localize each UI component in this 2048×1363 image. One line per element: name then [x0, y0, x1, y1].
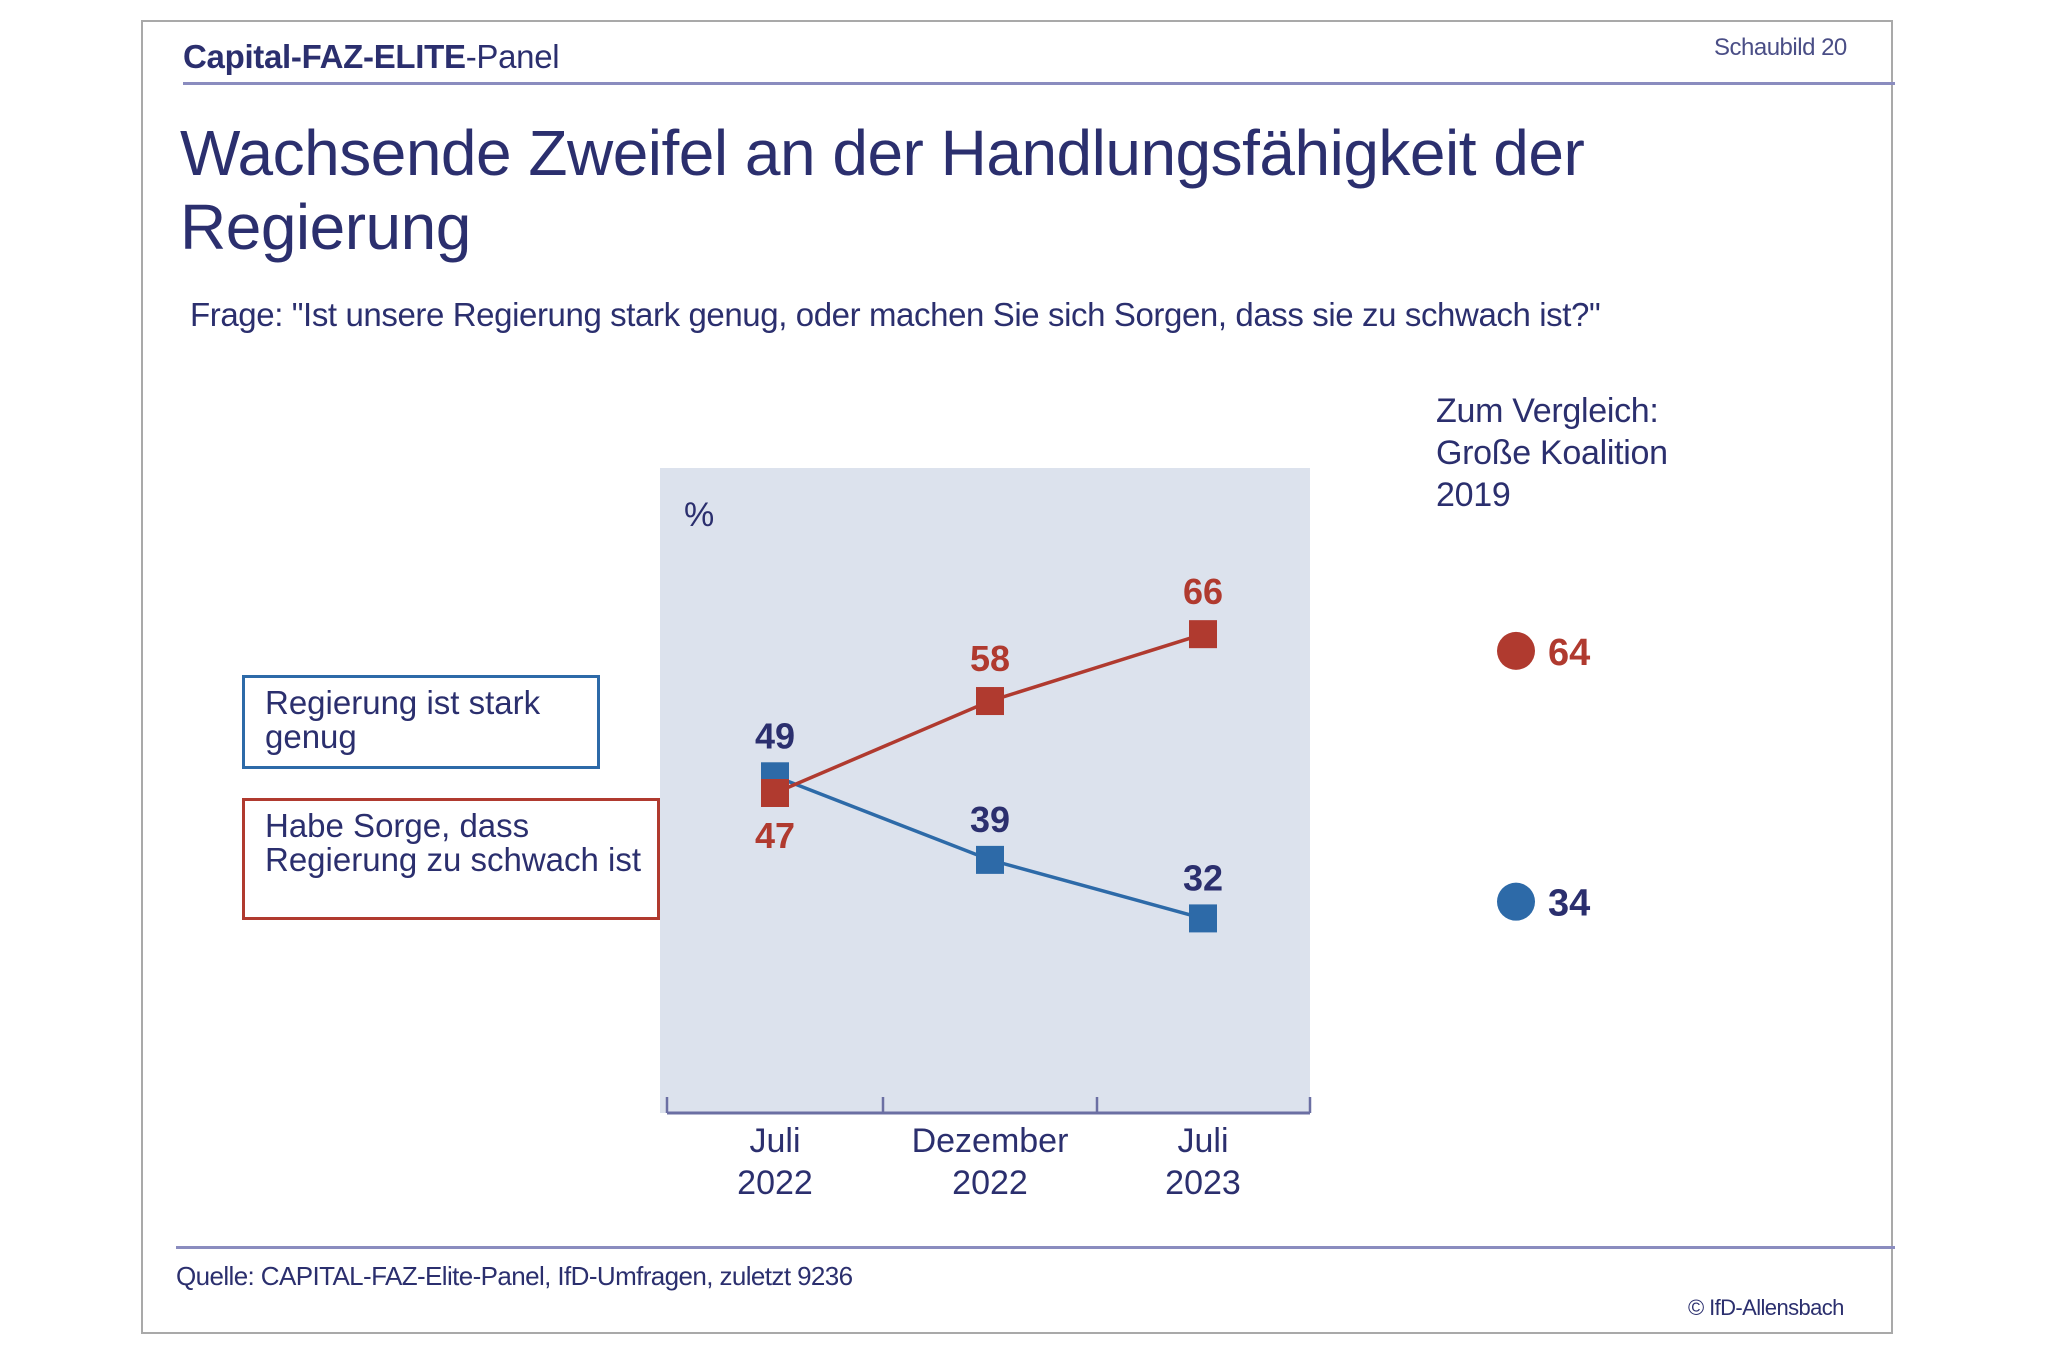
comparison-label-strong: 34: [1548, 883, 1590, 925]
brand-label: Capital-FAZ-ELITE-Panel: [183, 38, 560, 76]
data-point-weak: [976, 687, 1004, 716]
x-tick-label: Dezember: [912, 1122, 1069, 1160]
comparison-dot-strong: [1497, 882, 1535, 921]
data-label-weak: 66: [1183, 571, 1223, 612]
data-point-strong: [976, 845, 1004, 874]
data-label-weak: 58: [970, 638, 1010, 679]
comparison-dot-weak: [1497, 631, 1535, 670]
y-axis-unit-label: %: [684, 496, 714, 534]
x-tick-label: 2023: [1165, 1164, 1241, 1202]
comparison-title-line: 2019: [1436, 476, 1511, 514]
brand-light: -Panel: [465, 38, 560, 75]
legend-weak: Habe Sorge, dass Regierung zu schwach is…: [242, 798, 660, 920]
comparison-title: Zum Vergleich: Große Koalition 2019: [1436, 390, 1668, 516]
data-point-weak: [1189, 620, 1217, 649]
brand-bold: Capital-FAZ-ELITE: [183, 38, 466, 75]
x-tick-label: 2022: [952, 1164, 1028, 1202]
data-label-strong: 32: [1183, 857, 1223, 898]
header-rule: [183, 82, 1895, 85]
data-label-weak: 47: [755, 815, 795, 856]
x-tick-label: Juli: [749, 1122, 800, 1160]
data-point-strong: [1189, 904, 1217, 933]
data-label-strong: 49: [755, 715, 795, 756]
footer-rule: [176, 1246, 1895, 1249]
plot-background: [660, 468, 1310, 1113]
data-point-weak: [761, 779, 789, 807]
data-label-strong: 39: [970, 799, 1010, 840]
x-tick-label: Juli: [1177, 1122, 1228, 1160]
chart-title: Wachsende Zweifel an der Handlungsfähigk…: [180, 117, 1585, 263]
comparison-title-line: Große Koalition: [1436, 434, 1668, 472]
source-note: Quelle: CAPITAL-FAZ-Elite-Panel, IfD-Umf…: [176, 1261, 853, 1291]
copyright-note: © IfD-Allensbach: [1688, 1295, 1844, 1320]
legend-strong: Regierung ist stark genug: [242, 675, 600, 769]
comparison-label-weak: 64: [1548, 632, 1590, 674]
figure-number: Schaubild 20: [1714, 34, 1847, 61]
survey-question: Frage: "Ist unsere Regierung stark genug…: [190, 296, 1601, 333]
x-tick-label: 2022: [737, 1164, 813, 1202]
comparison-title-line: Zum Vergleich:: [1436, 392, 1659, 430]
